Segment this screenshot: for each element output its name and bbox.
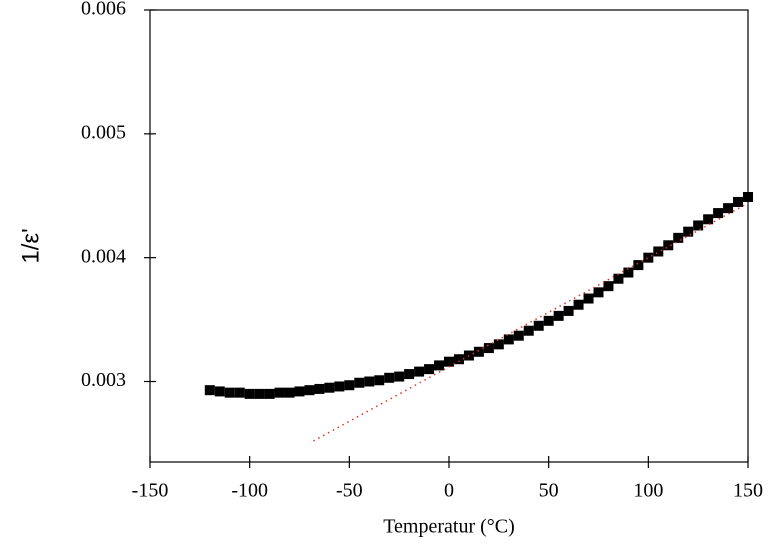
marker [573, 299, 584, 310]
marker [683, 226, 694, 237]
marker [513, 330, 524, 341]
y-tick-label: 0.004 [81, 245, 126, 267]
marker [473, 346, 484, 357]
x-tick-label: 150 [733, 480, 763, 502]
marker [693, 220, 704, 231]
marker [673, 232, 684, 243]
y-tick-label: 0.006 [81, 0, 126, 20]
marker [324, 382, 335, 393]
marker [703, 214, 714, 225]
marker [493, 339, 504, 350]
marker [583, 293, 594, 304]
marker [713, 208, 724, 219]
y-axis-label: 1/ε' [17, 228, 44, 263]
marker [244, 388, 255, 399]
marker [314, 383, 325, 394]
marker [483, 343, 494, 354]
marker [264, 388, 275, 399]
marker [434, 360, 445, 371]
fit-line [313, 202, 749, 442]
marker [384, 372, 395, 383]
y-tick-label: 0.003 [81, 369, 126, 391]
marker [284, 387, 295, 398]
marker [334, 381, 345, 392]
marker [523, 325, 534, 336]
marker [414, 366, 425, 377]
marker [503, 334, 514, 345]
marker [623, 267, 634, 278]
marker [743, 191, 753, 202]
marker [593, 287, 604, 298]
marker [444, 356, 454, 367]
marker [533, 320, 544, 331]
marker [294, 386, 305, 397]
marker [553, 310, 564, 321]
marker [204, 385, 215, 396]
marker [364, 376, 375, 387]
marker [344, 380, 355, 391]
marker [453, 354, 464, 365]
y-tick-label: 0.005 [81, 121, 126, 143]
marker [543, 315, 554, 326]
x-tick-label: -50 [336, 480, 363, 502]
marker [733, 196, 744, 207]
marker [214, 386, 225, 397]
marker [563, 305, 574, 316]
marker [633, 260, 644, 271]
marker [374, 375, 385, 386]
marker [653, 246, 664, 257]
x-axis-label: Temperatur (°C) [383, 516, 515, 538]
marker [394, 371, 405, 382]
x-tick-label: 0 [444, 480, 454, 502]
marker [613, 273, 624, 284]
marker [404, 369, 415, 380]
x-tick-label: 100 [633, 480, 663, 502]
marker [354, 377, 365, 388]
x-tick-label: -100 [231, 480, 268, 502]
x-tick-label: -150 [132, 480, 169, 502]
x-tick-label: 50 [539, 480, 559, 502]
marker [254, 388, 265, 399]
marker [603, 281, 614, 292]
marker [663, 240, 674, 251]
marker [424, 364, 435, 375]
marker [304, 385, 315, 396]
marker [274, 387, 285, 398]
marker [224, 387, 235, 398]
marker [643, 252, 654, 263]
marker [234, 387, 245, 398]
marker [723, 203, 734, 214]
